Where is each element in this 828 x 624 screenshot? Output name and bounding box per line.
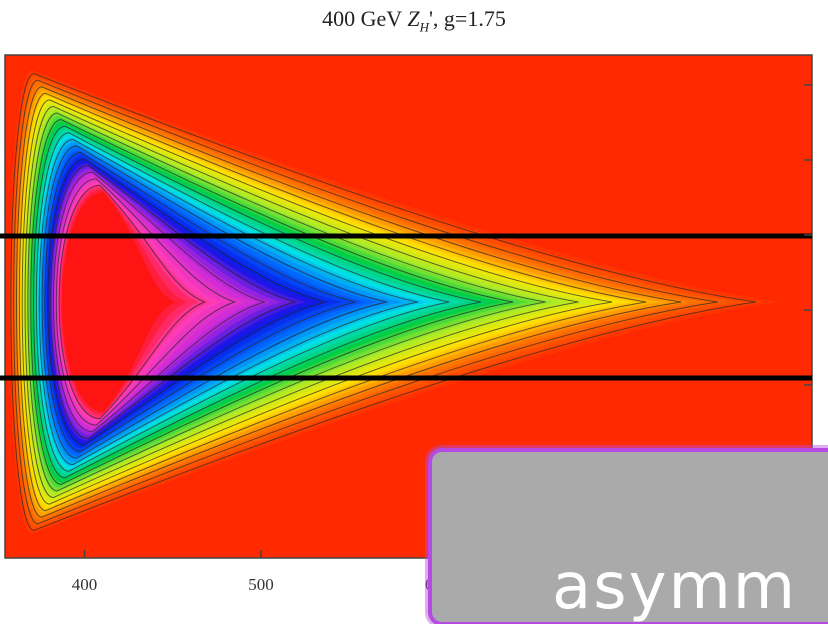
contour-line — [41, 145, 387, 459]
overlay-text: asymm — [552, 550, 798, 624]
contour-line — [58, 184, 207, 420]
heatmap-plot: 400500600 — [0, 54, 813, 594]
contour-line — [30, 119, 514, 485]
contour-line — [16, 86, 682, 518]
contour-lines — [10, 73, 756, 531]
contour-line — [47, 158, 326, 446]
caption-overlay-box: asymm — [432, 452, 828, 624]
contour-line — [33, 125, 482, 479]
contour-line — [52, 171, 267, 433]
contour-line — [10, 73, 756, 531]
contour-line — [24, 105, 579, 499]
contour-line — [27, 112, 546, 492]
contour-line — [44, 152, 356, 452]
contour-line — [21, 99, 613, 505]
contour-line — [18, 92, 647, 512]
contour-line — [38, 138, 418, 466]
color-bands — [8, 67, 800, 537]
heatmap-band — [62, 192, 175, 412]
contour-line — [50, 165, 297, 439]
chart-title: 400 GeV ZH', g=1.75 — [322, 6, 506, 35]
x-tick-label: 400 — [72, 575, 98, 594]
contour-line — [13, 79, 718, 525]
contour-line — [55, 178, 237, 426]
contour-line — [35, 132, 450, 472]
plot-frame — [4, 54, 813, 559]
x-tick-label: 500 — [248, 575, 274, 594]
